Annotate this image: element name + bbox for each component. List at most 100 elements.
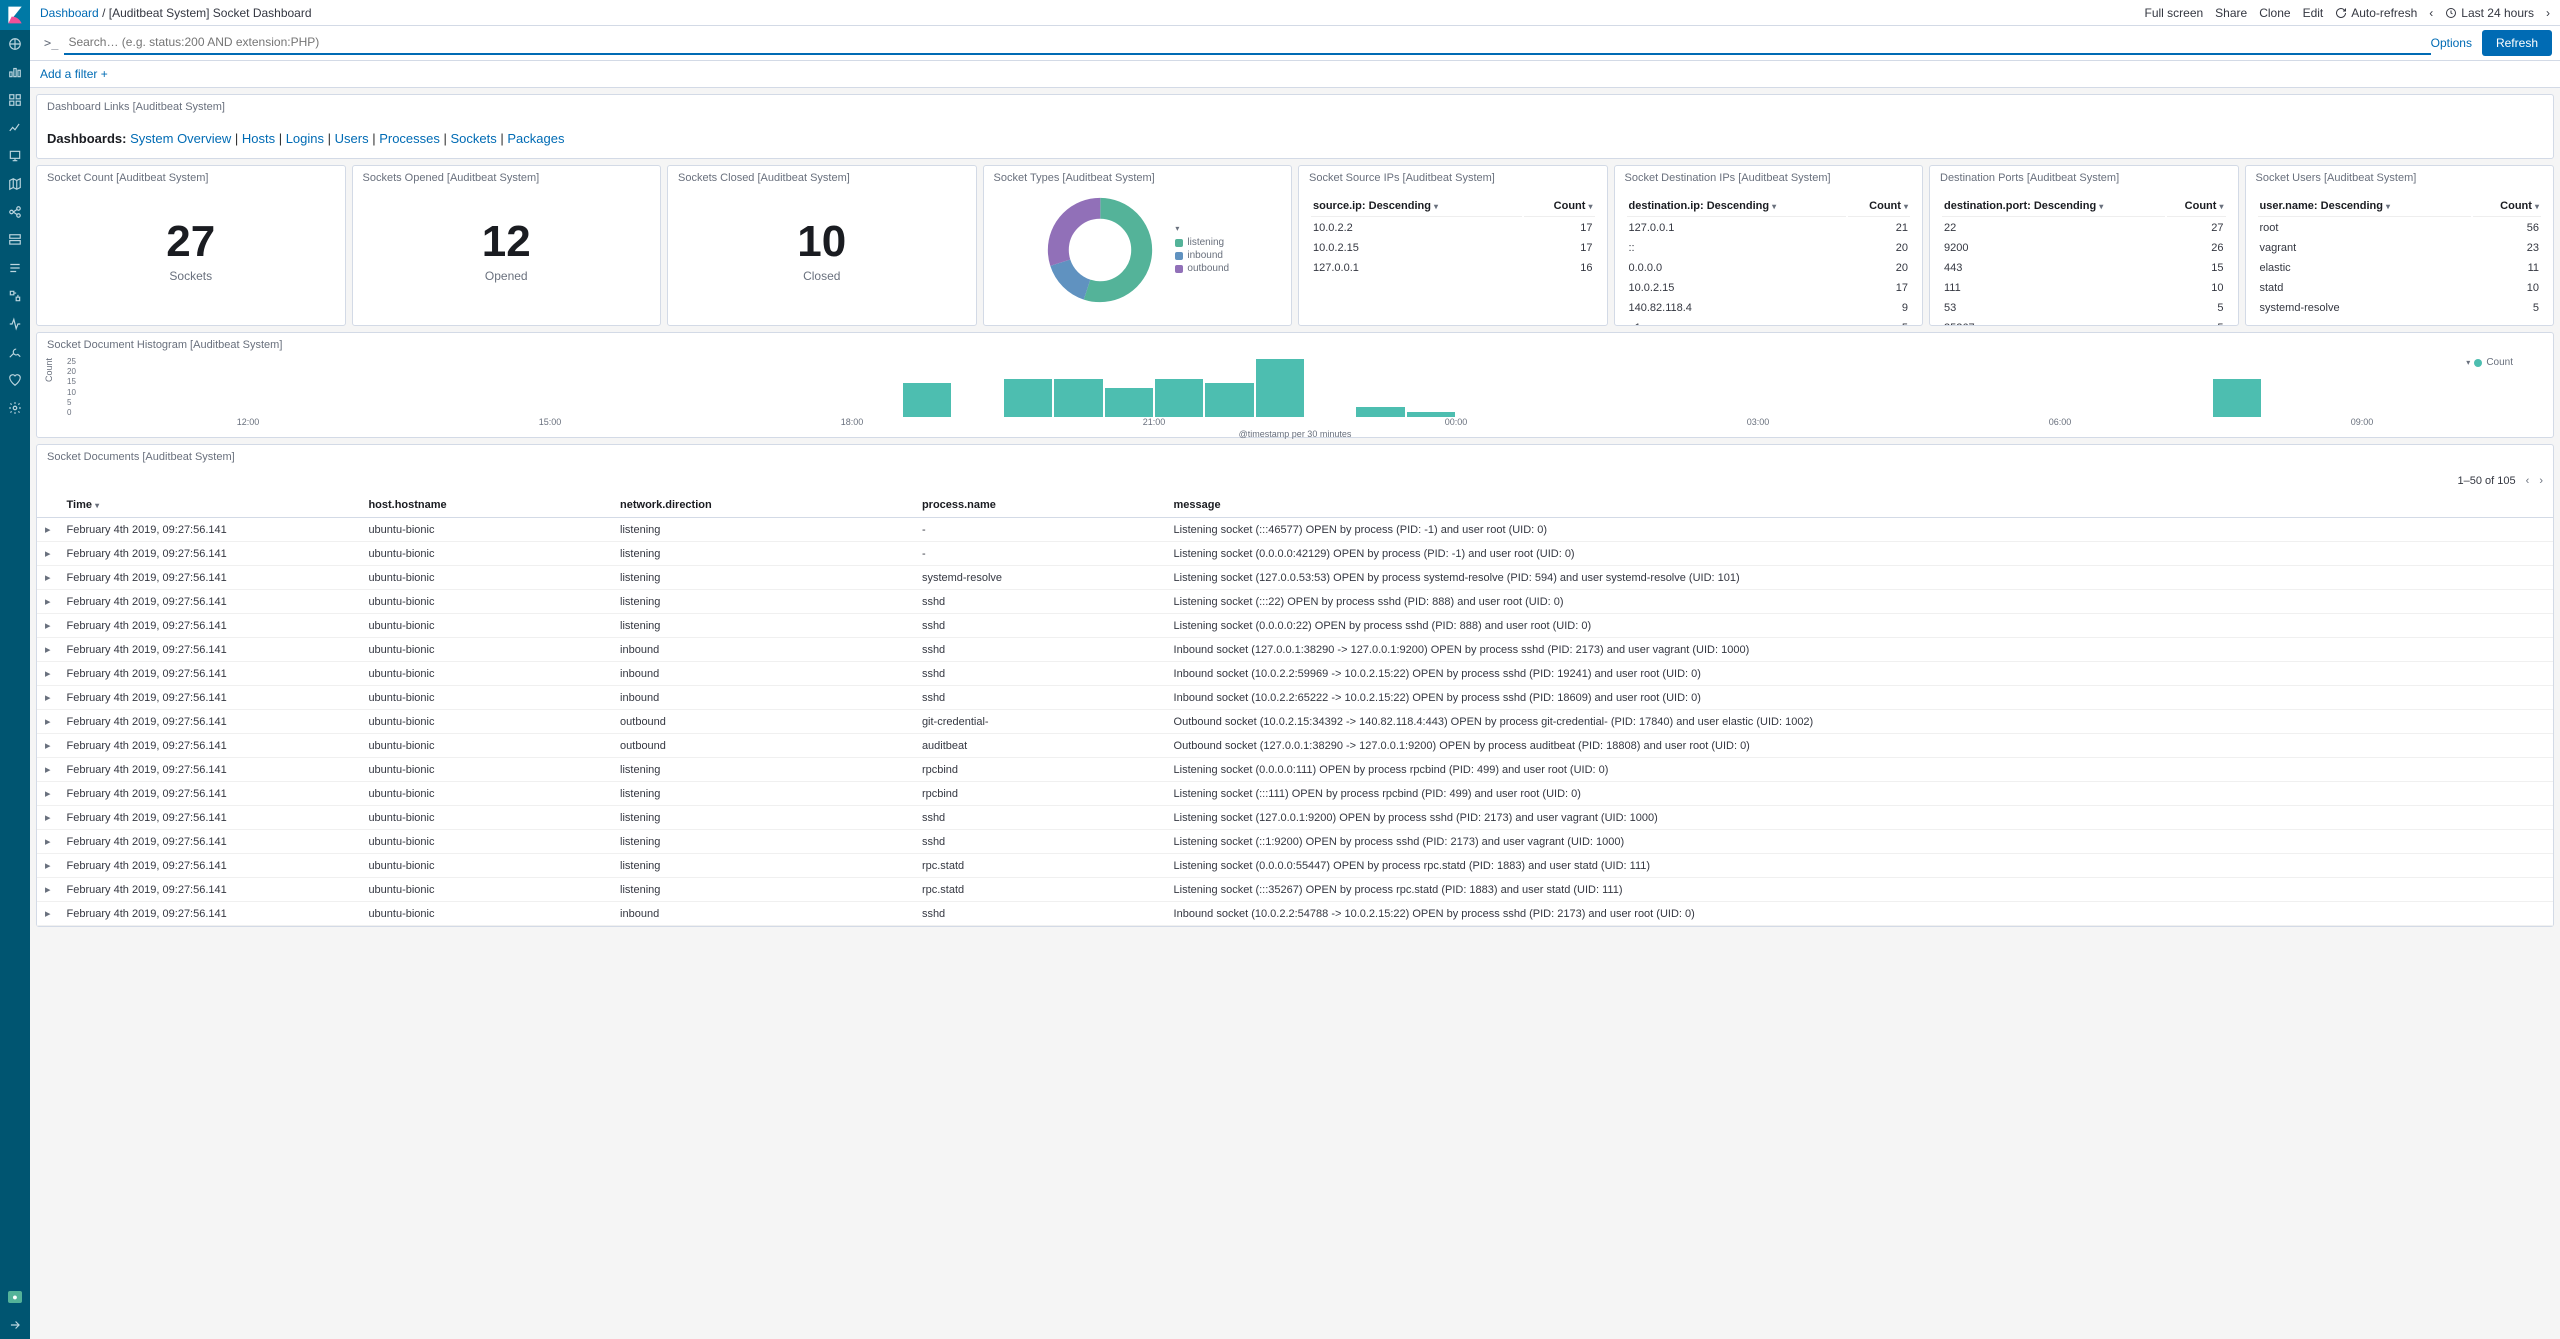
table-row[interactable]: 140.82.118.49: [1627, 299, 1911, 317]
search-options[interactable]: Options: [2431, 36, 2472, 50]
legend-item[interactable]: outbound: [1175, 263, 1229, 274]
autorefresh-toggle[interactable]: Auto-refresh: [2335, 6, 2417, 20]
expand-icon[interactable]: ▸: [37, 830, 59, 854]
table-row[interactable]: ▸February 4th 2019, 09:27:56.141ubuntu-b…: [37, 662, 2553, 686]
table-row[interactable]: 10.0.2.1517: [1311, 239, 1595, 257]
table-row[interactable]: 127.0.0.121: [1627, 219, 1911, 237]
table-row[interactable]: 2227: [1942, 219, 2226, 237]
table-row[interactable]: ▸February 4th 2019, 09:27:56.141ubuntu-b…: [37, 806, 2553, 830]
legend-item[interactable]: inbound: [1175, 250, 1229, 261]
nav-infra-icon[interactable]: [0, 226, 30, 254]
nav-collapse-icon[interactable]: [0, 1311, 30, 1339]
table-row[interactable]: ▸February 4th 2019, 09:27:56.141ubuntu-b…: [37, 758, 2553, 782]
table-row[interactable]: ▸February 4th 2019, 09:27:56.141ubuntu-b…: [37, 638, 2553, 662]
table-row[interactable]: elastic11: [2258, 259, 2542, 277]
expand-icon[interactable]: ▸: [37, 686, 59, 710]
nav-maps-icon[interactable]: [0, 170, 30, 198]
expand-icon[interactable]: ▸: [37, 854, 59, 878]
fullscreen-link[interactable]: Full screen: [2144, 6, 2203, 20]
metric-value: 12: [482, 217, 531, 267]
pager-next[interactable]: ›: [2539, 475, 2543, 487]
table-row[interactable]: ::15: [1627, 319, 1911, 325]
table-row[interactable]: ▸February 4th 2019, 09:27:56.141ubuntu-b…: [37, 686, 2553, 710]
table-row[interactable]: ▸February 4th 2019, 09:27:56.141ubuntu-b…: [37, 518, 2553, 542]
expand-icon[interactable]: ▸: [37, 638, 59, 662]
nav-canvas-icon[interactable]: [0, 142, 30, 170]
table-row[interactable]: 10.0.2.217: [1311, 219, 1595, 237]
table-row[interactable]: ▸February 4th 2019, 09:27:56.141ubuntu-b…: [37, 878, 2553, 902]
edit-link[interactable]: Edit: [2303, 6, 2324, 20]
table-row[interactable]: 535: [1942, 299, 2226, 317]
expand-icon[interactable]: ▸: [37, 710, 59, 734]
table-row[interactable]: ▸February 4th 2019, 09:27:56.141ubuntu-b…: [37, 734, 2553, 758]
nav-visualize-icon[interactable]: [0, 58, 30, 86]
table-row[interactable]: ▸February 4th 2019, 09:27:56.141ubuntu-b…: [37, 782, 2553, 806]
time-next[interactable]: ›: [2546, 6, 2550, 20]
metric-value: 10: [797, 217, 846, 267]
expand-icon[interactable]: ▸: [37, 518, 59, 542]
legend-item[interactable]: listening: [1175, 237, 1229, 248]
expand-icon[interactable]: ▸: [37, 662, 59, 686]
dashboard-link[interactable]: Hosts: [242, 131, 275, 146]
nav-apm-icon[interactable]: [0, 282, 30, 310]
table-row[interactable]: ▸February 4th 2019, 09:27:56.141ubuntu-b…: [37, 902, 2553, 926]
expand-icon[interactable]: ▸: [37, 614, 59, 638]
nav-ml-icon[interactable]: [0, 198, 30, 226]
nav-discover-icon[interactable]: [0, 30, 30, 58]
dashboard-link[interactable]: Sockets: [451, 131, 497, 146]
donut-chart: [1045, 195, 1155, 305]
expand-icon[interactable]: ▸: [37, 566, 59, 590]
table-row[interactable]: 920026: [1942, 239, 2226, 257]
table-row[interactable]: ▸February 4th 2019, 09:27:56.141ubuntu-b…: [37, 710, 2553, 734]
expand-icon[interactable]: ▸: [37, 806, 59, 830]
table-row[interactable]: 11110: [1942, 279, 2226, 297]
expand-icon[interactable]: ▸: [37, 782, 59, 806]
dashboard-link[interactable]: Processes: [379, 131, 440, 146]
timerange-picker[interactable]: Last 24 hours: [2445, 6, 2534, 20]
histogram-panel: Socket Document Histogram [Auditbeat Sys…: [36, 332, 2554, 438]
table-row[interactable]: 352675: [1942, 319, 2226, 325]
clone-link[interactable]: Clone: [2259, 6, 2290, 20]
add-filter-link[interactable]: Add a filter +: [40, 67, 108, 81]
nav-devtools-icon[interactable]: [0, 338, 30, 366]
nav-logs-icon[interactable]: [0, 254, 30, 282]
table-row[interactable]: ▸February 4th 2019, 09:27:56.141ubuntu-b…: [37, 854, 2553, 878]
nav-monitoring-icon[interactable]: [0, 366, 30, 394]
nav-dashboard-icon[interactable]: [0, 86, 30, 114]
kibana-logo[interactable]: [0, 0, 30, 30]
dashboard-link[interactable]: Packages: [507, 131, 564, 146]
expand-icon[interactable]: ▸: [37, 590, 59, 614]
table-row[interactable]: 10.0.2.1517: [1627, 279, 1911, 297]
table-row[interactable]: 0.0.0.020: [1627, 259, 1911, 277]
dashboard-link[interactable]: Logins: [286, 131, 324, 146]
pager-prev[interactable]: ‹: [2526, 475, 2530, 487]
table-row[interactable]: ▸February 4th 2019, 09:27:56.141ubuntu-b…: [37, 542, 2553, 566]
expand-icon[interactable]: ▸: [37, 542, 59, 566]
breadcrumb-root[interactable]: Dashboard: [40, 6, 99, 20]
expand-icon[interactable]: ▸: [37, 902, 59, 926]
expand-icon[interactable]: ▸: [37, 878, 59, 902]
table-row[interactable]: ▸February 4th 2019, 09:27:56.141ubuntu-b…: [37, 614, 2553, 638]
nav-management-icon[interactable]: [0, 394, 30, 422]
table-row[interactable]: systemd-resolve5: [2258, 299, 2542, 317]
expand-icon[interactable]: ▸: [37, 758, 59, 782]
table-row[interactable]: vagrant23: [2258, 239, 2542, 257]
nav-uptime-icon[interactable]: [0, 310, 30, 338]
dashboard-link[interactable]: System Overview: [130, 131, 231, 146]
table-row[interactable]: ▸February 4th 2019, 09:27:56.141ubuntu-b…: [37, 590, 2553, 614]
expand-icon[interactable]: ▸: [37, 734, 59, 758]
table-row[interactable]: 44315: [1942, 259, 2226, 277]
dashboard-link[interactable]: Users: [335, 131, 369, 146]
refresh-button[interactable]: Refresh: [2482, 30, 2552, 56]
table-row[interactable]: root56: [2258, 219, 2542, 237]
nav-feedback-icon[interactable]: ●: [0, 1283, 30, 1311]
share-link[interactable]: Share: [2215, 6, 2247, 20]
nav-timelion-icon[interactable]: [0, 114, 30, 142]
table-row[interactable]: ▸February 4th 2019, 09:27:56.141ubuntu-b…: [37, 830, 2553, 854]
time-prev[interactable]: ‹: [2429, 6, 2433, 20]
table-row[interactable]: 127.0.0.116: [1311, 259, 1595, 277]
table-row[interactable]: statd10: [2258, 279, 2542, 297]
table-row[interactable]: ::20: [1627, 239, 1911, 257]
table-row[interactable]: ▸February 4th 2019, 09:27:56.141ubuntu-b…: [37, 566, 2553, 590]
search-input[interactable]: [64, 31, 2430, 55]
